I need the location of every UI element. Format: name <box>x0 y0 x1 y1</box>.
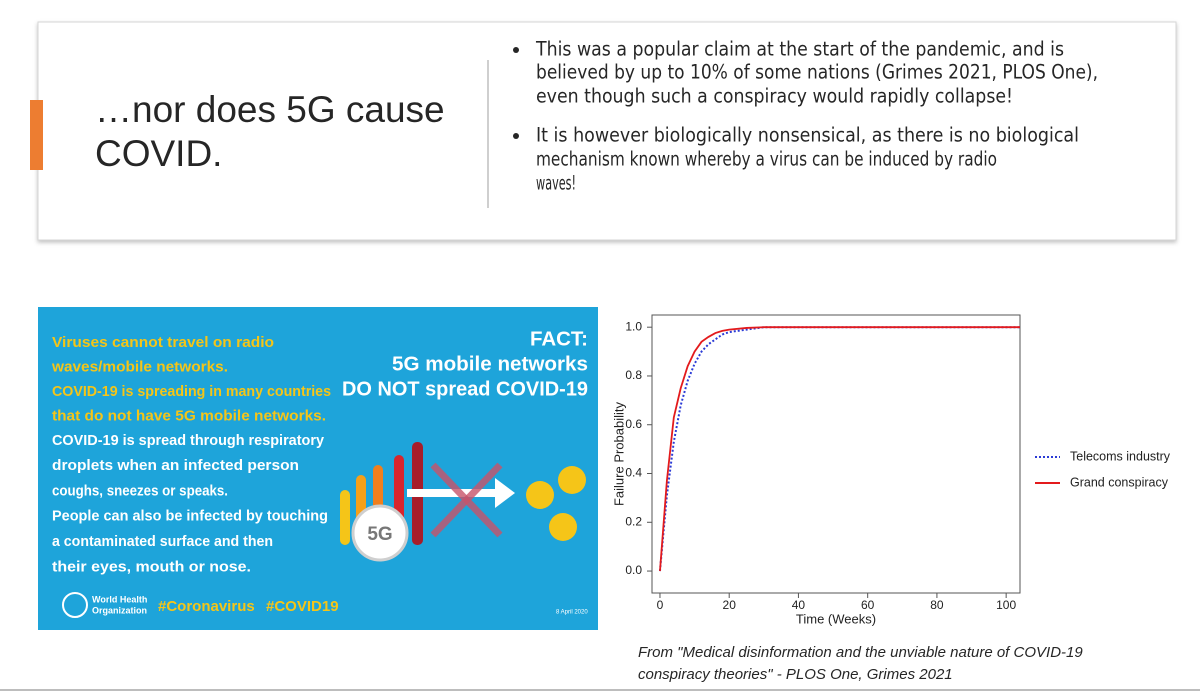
title-card <box>37 21 1177 241</box>
y-tick-label: 0.8 <box>625 368 642 382</box>
bullet-text: even though such a conspiracy would rapi… <box>536 85 1013 108</box>
bullet-text: mechanism known whereby a virus can be i… <box>536 148 997 171</box>
y-tick-label: 0.2 <box>625 514 642 528</box>
info-text: COVID-19 is spreading in many countries <box>52 384 331 400</box>
bullet-text: waves! <box>536 172 576 195</box>
bullet-dot <box>513 133 519 139</box>
infographic-bg <box>38 307 598 630</box>
x-tick-label: 60 <box>861 598 875 612</box>
info-text: their eyes, mouth or nose. <box>52 559 251 575</box>
slide-title: COVID. <box>95 133 222 174</box>
signal-icon <box>62 442 586 618</box>
y-tick-label: 0.4 <box>625 466 642 480</box>
info-text: droplets when an infected person <box>52 458 299 474</box>
y-tick-label: 1.0 <box>625 319 642 333</box>
legend-label: Grand conspiracy <box>1070 475 1169 489</box>
x-axis-label: Time (Weeks) <box>796 611 876 626</box>
bullet-dot <box>513 47 519 53</box>
info-text: a contaminated surface and then <box>52 534 273 550</box>
org-name: Organization <box>92 605 147 615</box>
y-tick-label: 0.0 <box>625 563 642 577</box>
info-text: coughs, sneezes or speaks. <box>52 483 228 499</box>
y-axis-label: Failure Probability <box>611 401 626 506</box>
hashtag: #COVID19 <box>266 598 339 615</box>
info-text: People can also be infected by touching <box>52 509 328 525</box>
info-text: waves/mobile networks. <box>51 359 228 375</box>
plot-frame <box>651 314 1021 594</box>
bullet-text: This was a popular claim at the start of… <box>535 38 1064 61</box>
x-tick-label: 80 <box>930 598 944 612</box>
hashtag: #Coronavirus <box>158 598 255 615</box>
series-line <box>658 326 1020 572</box>
series-line <box>659 326 1020 572</box>
fact-heading: DO NOT spread COVID-19 <box>342 378 588 400</box>
info-text: COVID-19 is spread through respiratory <box>52 433 324 449</box>
x-tick-label: 20 <box>723 598 737 612</box>
accent-bar <box>30 100 43 170</box>
fact-heading: 5G mobile networks <box>392 353 588 375</box>
caption: conspiracy theories" - PLOS One, Grimes … <box>638 666 953 683</box>
bullet-text: It is however biologically nonsensical, … <box>536 124 1079 147</box>
slide-title: …nor does 5G cause <box>95 89 445 130</box>
info-text: Viruses cannot travel on radio <box>52 335 274 351</box>
y-tick-label: 0.6 <box>625 417 642 431</box>
org-name: World Health <box>92 594 147 604</box>
bullet-text: believed by up to 10% of some nations (G… <box>536 61 1098 84</box>
date: 8 April 2020 <box>556 610 588 616</box>
caption: From "Medical disinformation and the unv… <box>638 644 1083 661</box>
fact-heading: FACT: <box>530 328 588 350</box>
info-text: that do not have 5G mobile networks. <box>52 408 326 424</box>
x-tick-label: 100 <box>996 598 1016 612</box>
badge: 5G <box>367 524 392 545</box>
legend-label: Telecoms industry <box>1070 449 1171 463</box>
x-tick-label: 0 <box>657 598 664 612</box>
x-tick-label: 40 <box>792 598 806 612</box>
